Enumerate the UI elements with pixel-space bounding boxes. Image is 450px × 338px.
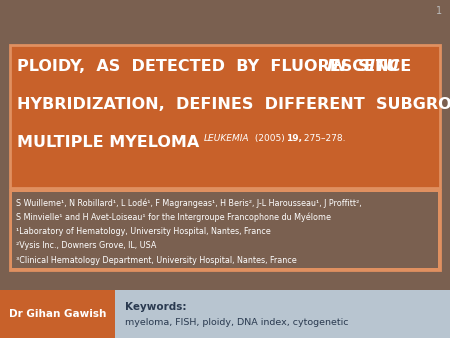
- Text: 275–278.: 275–278.: [301, 134, 346, 143]
- Text: (2005): (2005): [252, 134, 288, 143]
- FancyBboxPatch shape: [115, 290, 450, 338]
- Text: LEUKEMIA: LEUKEMIA: [204, 134, 249, 143]
- Text: myeloma, FISH, ploidy, DNA index, cytogenetic: myeloma, FISH, ploidy, DNA index, cytoge…: [125, 318, 348, 327]
- Text: PLOIDY,  AS  DETECTED  BY  FLUORESCENCE: PLOIDY, AS DETECTED BY FLUORESCENCE: [17, 59, 423, 74]
- Text: HYBRIDIZATION,  DEFINES  DIFFERENT  SUBGROUPS  IN: HYBRIDIZATION, DEFINES DIFFERENT SUBGROU…: [17, 97, 450, 112]
- Text: 19,: 19,: [286, 134, 302, 143]
- Text: MULTIPLE MYELOMA: MULTIPLE MYELOMA: [17, 135, 199, 150]
- FancyBboxPatch shape: [12, 192, 438, 268]
- Text: 1: 1: [436, 6, 442, 16]
- FancyBboxPatch shape: [10, 190, 440, 270]
- Text: IN  SITU: IN SITU: [327, 59, 399, 74]
- Text: ³Clinical Hematology Department, University Hospital, Nantes, France: ³Clinical Hematology Department, Univers…: [16, 256, 297, 265]
- Text: Dr Gihan Gawish: Dr Gihan Gawish: [9, 309, 106, 319]
- Text: S Minvielle¹ and H Avet-Loiseau¹ for the Intergroupe Francophone du Myélome: S Minvielle¹ and H Avet-Loiseau¹ for the…: [16, 213, 331, 222]
- Text: S Wuilleme¹, N Robillard¹, L Lodé¹, F Magrangeas¹, H Beris², J-L Harousseau¹, J : S Wuilleme¹, N Robillard¹, L Lodé¹, F Ma…: [16, 198, 362, 208]
- Text: ¹Laboratory of Hematology, University Hospital, Nantes, France: ¹Laboratory of Hematology, University Ho…: [16, 227, 271, 236]
- FancyBboxPatch shape: [0, 290, 115, 338]
- FancyBboxPatch shape: [10, 45, 440, 188]
- Text: Keywords:: Keywords:: [125, 302, 186, 312]
- Text: ²Vysis Inc., Downers Grove, IL, USA: ²Vysis Inc., Downers Grove, IL, USA: [16, 241, 157, 250]
